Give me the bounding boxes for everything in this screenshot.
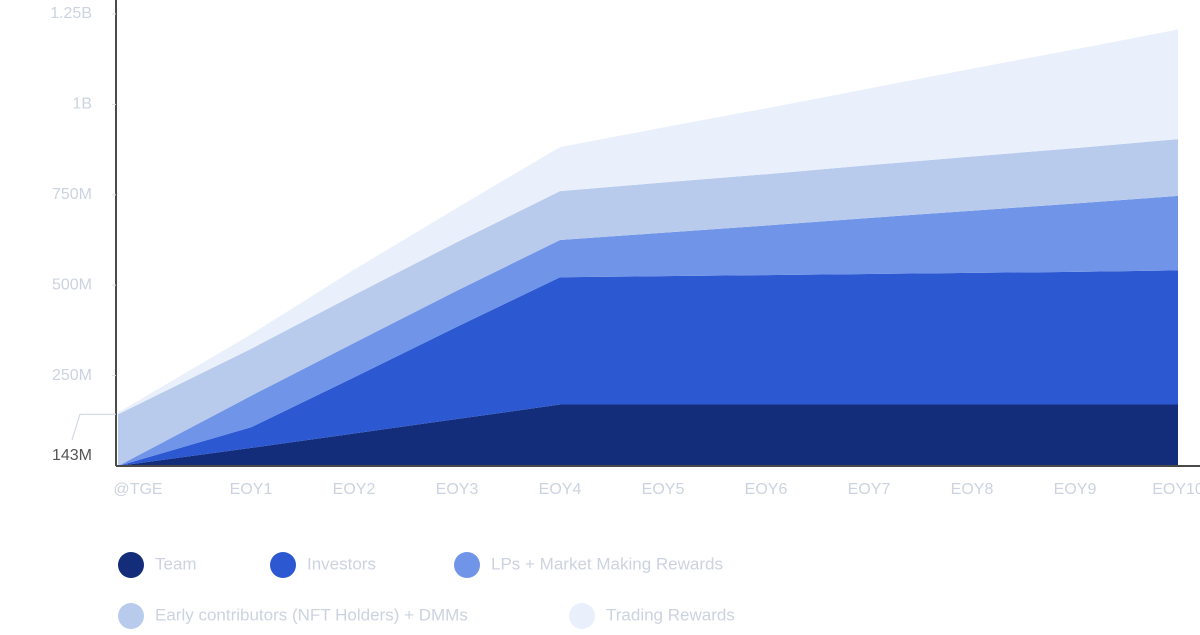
x-tick-label: EOY8 bbox=[951, 481, 994, 498]
legend-label: LPs + Market Making Rewards bbox=[491, 554, 723, 573]
x-tick-label: EOY3 bbox=[436, 481, 479, 498]
x-tick-label: @TGE bbox=[113, 481, 162, 498]
y-tick-label: 750M bbox=[52, 186, 92, 203]
area bbox=[118, 404, 1178, 466]
y-tick-label: 1B bbox=[72, 96, 92, 113]
y-tick-label: 143M bbox=[52, 447, 92, 464]
x-tick-label: EOY5 bbox=[642, 481, 685, 498]
x-tick-label: EOY6 bbox=[745, 481, 788, 498]
legend-swatch bbox=[454, 552, 480, 578]
x-tick-label: EOY2 bbox=[333, 481, 376, 498]
x-tick-label: EOY7 bbox=[848, 481, 891, 498]
legend-swatch bbox=[569, 603, 595, 629]
area bbox=[118, 195, 1178, 466]
y-tick-label: 1.25B bbox=[50, 5, 92, 22]
tick-callout bbox=[71, 413, 116, 441]
x-tick-label: EOY1 bbox=[230, 481, 273, 498]
area bbox=[118, 270, 1178, 466]
legend-label: Early contributors (NFT Holders) + DMMs bbox=[155, 605, 468, 624]
legend-label: Trading Rewards bbox=[606, 605, 735, 624]
x-tick-label: EOY10 bbox=[1152, 481, 1200, 498]
legend-swatch bbox=[270, 552, 296, 578]
legend-swatch bbox=[118, 603, 144, 629]
area bbox=[118, 29, 1178, 415]
x-tick-label: EOY9 bbox=[1054, 481, 1097, 498]
legend-label: Team bbox=[155, 554, 197, 573]
legend-swatch bbox=[118, 552, 144, 578]
x-tick-label: EOY4 bbox=[539, 481, 582, 498]
legend-label: Investors bbox=[307, 554, 376, 573]
area bbox=[118, 139, 1178, 467]
y-tick-label: 250M bbox=[52, 367, 92, 384]
y-tick-label: 500M bbox=[52, 276, 92, 293]
